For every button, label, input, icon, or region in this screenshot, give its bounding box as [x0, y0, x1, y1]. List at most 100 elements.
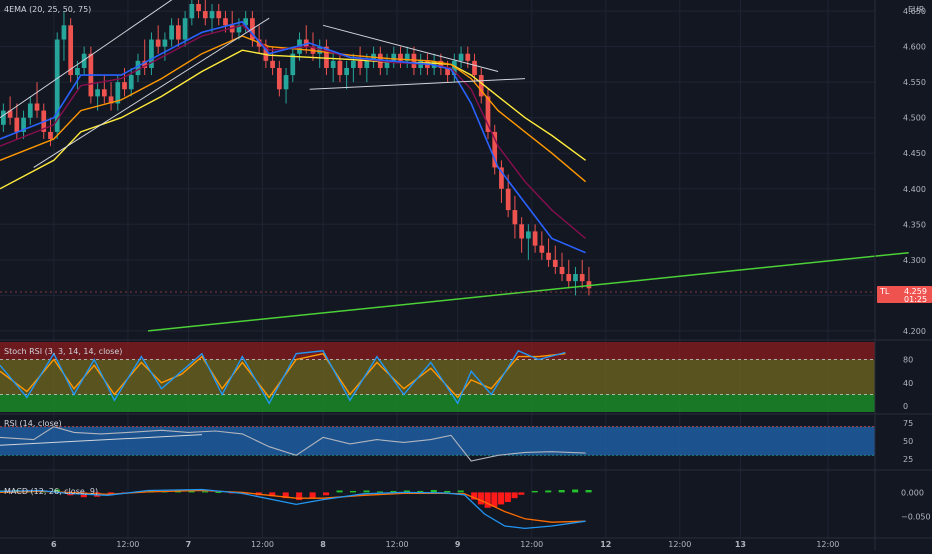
price-tag-value: 4.259: [904, 287, 927, 296]
price-tick-label: 4.200: [903, 327, 926, 336]
macd-histogram-bar: [201, 491, 208, 493]
candle-body: [263, 46, 269, 61]
macd-panel[interactable]: MACD (12, 26, close, 9): [0, 487, 592, 530]
candle-body: [451, 60, 457, 76]
stoch-d-line: [0, 352, 566, 399]
candle-body: [176, 25, 181, 40]
macd-line: [0, 488, 586, 530]
rsi-band-fill: [0, 426, 875, 456]
rsi-tick-label: 50: [903, 437, 913, 446]
candle-body: [229, 25, 235, 33]
price-tag-countdown: 01:25: [904, 295, 927, 304]
candle-body: [95, 89, 100, 97]
candle-body: [34, 103, 40, 111]
macd-histogram-bar: [53, 489, 60, 493]
ema-20-line: [0, 20, 586, 254]
candle-body: [243, 18, 249, 26]
candle-body: [573, 274, 578, 282]
candle-body: [101, 89, 107, 97]
triangle-upper-line: [322, 24, 499, 72]
candle-body: [7, 110, 13, 118]
candle-body: [411, 53, 417, 68]
indicator-label-rsi[interactable]: RSI (14, close): [4, 419, 62, 428]
rsi-tick-label: 25: [903, 455, 913, 464]
candle-body: [337, 60, 343, 76]
candle-body: [115, 82, 121, 104]
macd-histogram-bar: [511, 492, 518, 499]
stoch-rsi-lines: [0, 349, 566, 405]
stoch-tick-label: 0: [903, 402, 908, 411]
price-tick-label: 4.450: [903, 149, 926, 158]
candle-body: [485, 96, 491, 132]
macd-histogram-bar: [417, 490, 424, 493]
candle-body: [155, 39, 161, 47]
macd-histogram-bar: [282, 492, 289, 499]
rsi-lines: [0, 426, 586, 462]
candle-body: [330, 60, 336, 68]
candle-body: [290, 53, 296, 76]
macd-histogram-bar: [498, 492, 505, 505]
price-axis[interactable]: EUR 4.650 4.600 4.550 4.500 4.450 4.400 4.350 4…: [901, 5, 931, 521]
macd-histogram-bar: [504, 492, 511, 502]
stoch-oversold-zone: [0, 394, 875, 412]
macd-histogram-bar: [491, 492, 498, 507]
candle-body: [505, 188, 511, 211]
time-tick-label: 12:00: [116, 540, 139, 549]
candle-body: [149, 39, 154, 68]
candle-body: [398, 53, 403, 61]
ema-50-line: [0, 35, 587, 183]
macd-histogram-bar: [531, 490, 538, 493]
price-tick-label: 4.500: [903, 114, 926, 123]
candle-body: [162, 39, 168, 47]
time-tick-label: 13: [735, 540, 746, 549]
stoch-overbought-zone: [0, 342, 875, 360]
indicator-label-macd[interactable]: MACD (12, 26, close, 9): [4, 487, 98, 496]
candle-body: [216, 11, 222, 19]
candle-body: [182, 18, 188, 40]
candle-body: [512, 210, 518, 225]
price-tick-label: 4.600: [903, 43, 926, 52]
rsi-trend-line: [0, 434, 202, 446]
macd-histogram-bar: [457, 490, 464, 493]
ema-25-line: [0, 24, 587, 240]
candle-body: [586, 281, 592, 289]
support-trendline: [148, 251, 909, 332]
candle-body: [478, 75, 484, 97]
candle-body: [579, 274, 585, 282]
candle-body: [404, 53, 410, 61]
candle-body: [189, 4, 195, 19]
price-tick-label: 4.400: [903, 185, 926, 194]
candle-body: [317, 46, 323, 54]
macd-histogram-bar: [471, 492, 478, 500]
time-axis[interactable]: 6 12:00 7 12:00 8 12:00 9 12:00 12 12:00 13 12:00: [51, 540, 839, 549]
time-tick-label: 6: [51, 540, 57, 549]
time-tick-label: 12: [600, 540, 611, 549]
candle-body: [14, 117, 20, 132]
candle-body: [303, 39, 309, 47]
candle-body: [559, 266, 565, 275]
ema-75-line: [0, 49, 587, 190]
macd-histogram-bar: [336, 490, 343, 493]
stoch-rsi-panel[interactable]: Stoch RSI (3, 3, 14, 14, close): [0, 342, 875, 412]
rsi-panel[interactable]: RSI (14, close): [0, 419, 875, 462]
candle-body: [546, 252, 551, 260]
macd-histogram-bar: [390, 490, 397, 493]
trendlines: [0, 0, 526, 168]
macd-histogram-bar: [188, 490, 195, 493]
stoch-mid-zone: [0, 359, 875, 395]
price-panel[interactable]: 4EMA (20, 25, 50, 75): [0, 0, 909, 332]
indicator-label-ema[interactable]: 4EMA (20, 25, 50, 75): [4, 5, 91, 14]
candle-body: [539, 245, 545, 253]
stoch-tick-label: 40: [903, 379, 913, 388]
candle-body: [48, 131, 53, 140]
indicator-label-stoch[interactable]: Stoch RSI (3, 3, 14, 14, close): [4, 347, 122, 356]
candle-body: [270, 60, 275, 68]
price-tag-box: [877, 286, 932, 303]
time-tick-label: 9: [455, 540, 461, 549]
candle-body: [364, 60, 370, 68]
macd-histogram-bar: [323, 492, 330, 496]
macd-histogram-bar: [484, 492, 491, 508]
support-line: [148, 251, 909, 332]
